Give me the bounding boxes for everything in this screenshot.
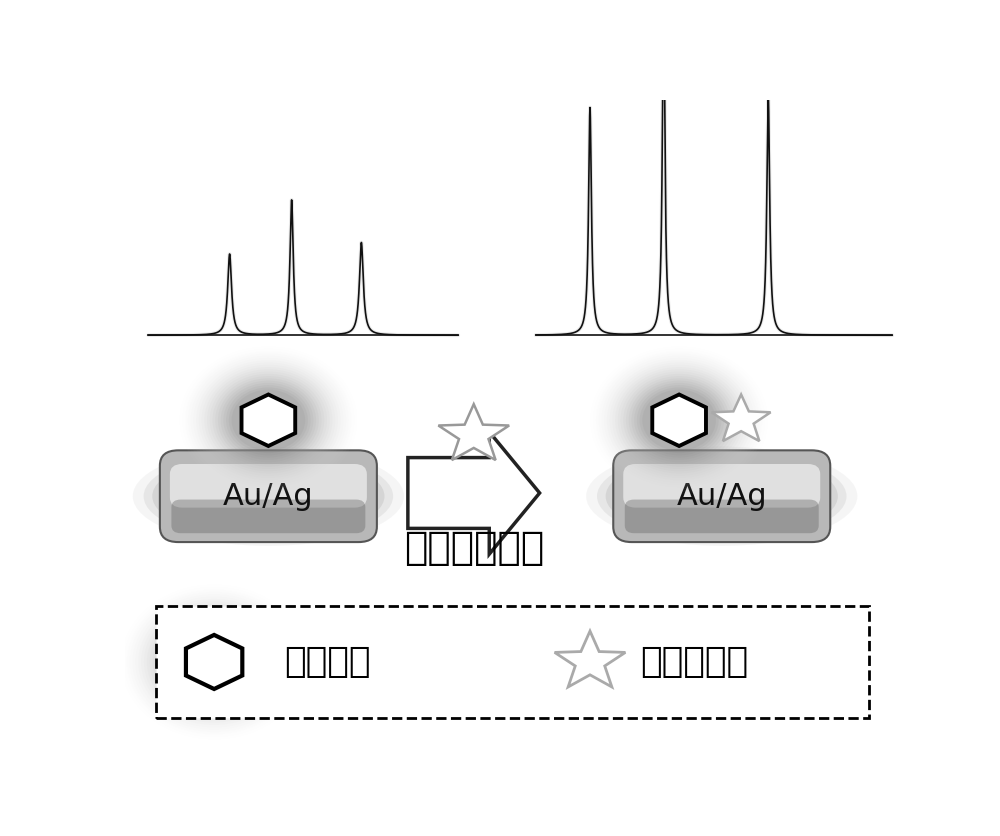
Ellipse shape [164,620,264,704]
Ellipse shape [153,611,276,713]
Ellipse shape [631,380,727,460]
Ellipse shape [229,387,308,453]
Ellipse shape [133,446,404,546]
FancyBboxPatch shape [625,500,819,533]
Polygon shape [555,631,625,687]
Ellipse shape [634,383,724,457]
FancyBboxPatch shape [160,451,377,542]
Polygon shape [712,395,771,441]
FancyBboxPatch shape [156,605,869,718]
FancyBboxPatch shape [613,451,830,542]
Ellipse shape [155,613,273,711]
Ellipse shape [215,376,322,465]
Ellipse shape [623,374,735,466]
Ellipse shape [642,390,716,451]
Text: 盐酸舍曲林: 盐酸舍曲林 [640,645,748,679]
Ellipse shape [170,625,259,699]
Text: 苯丙氨酸: 苯丙氨酸 [284,645,370,679]
Polygon shape [438,404,509,460]
Polygon shape [408,432,540,554]
Ellipse shape [161,618,267,706]
Polygon shape [242,395,295,446]
Ellipse shape [226,385,311,456]
Ellipse shape [175,630,253,694]
Ellipse shape [144,451,393,542]
Text: 增强拉曼信号: 增强拉曼信号 [404,528,544,567]
Ellipse shape [637,385,721,456]
Ellipse shape [207,370,330,472]
Ellipse shape [152,454,384,538]
Ellipse shape [620,371,738,469]
Ellipse shape [232,390,305,451]
FancyBboxPatch shape [623,464,820,507]
Text: Au/Ag: Au/Ag [676,482,767,511]
Ellipse shape [606,454,838,538]
Ellipse shape [629,379,730,462]
Polygon shape [186,635,242,689]
Ellipse shape [158,615,270,708]
Ellipse shape [597,451,847,542]
Ellipse shape [150,609,279,716]
Ellipse shape [640,387,719,453]
Ellipse shape [221,380,316,460]
Ellipse shape [218,379,319,462]
Polygon shape [652,395,706,446]
Ellipse shape [223,383,313,457]
FancyBboxPatch shape [170,464,367,507]
FancyBboxPatch shape [171,500,365,533]
Ellipse shape [173,628,256,696]
Text: Au/Ag: Au/Ag [223,482,314,511]
Ellipse shape [212,374,324,466]
Ellipse shape [618,370,741,472]
Ellipse shape [210,371,327,469]
Ellipse shape [586,446,857,546]
Ellipse shape [626,376,732,465]
Ellipse shape [167,623,261,701]
